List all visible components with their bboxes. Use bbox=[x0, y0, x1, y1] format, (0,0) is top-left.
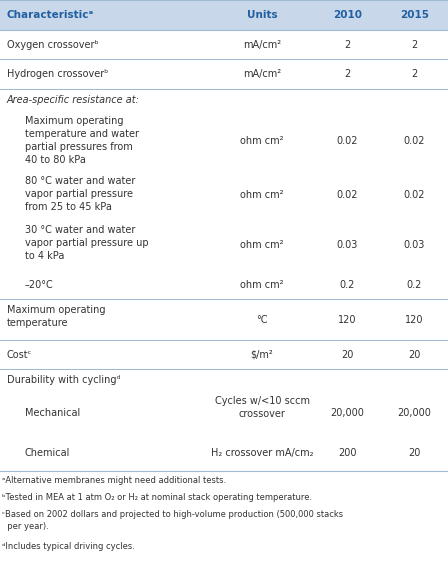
Text: 0.03: 0.03 bbox=[336, 240, 358, 250]
Text: 0.2: 0.2 bbox=[407, 280, 422, 290]
Text: Maximum operating
temperature and water
partial pressures from
40 to 80 kPa: Maximum operating temperature and water … bbox=[25, 116, 138, 165]
Text: 20: 20 bbox=[341, 349, 353, 360]
Text: ᵇTested in MEA at 1 atm O₂ or H₂ at nominal stack operating temperature.: ᵇTested in MEA at 1 atm O₂ or H₂ at nomi… bbox=[2, 493, 312, 502]
Text: Characteristicᵃ: Characteristicᵃ bbox=[7, 10, 94, 20]
Text: 120: 120 bbox=[405, 315, 424, 325]
Text: –20°C: –20°C bbox=[25, 280, 53, 290]
Text: ohm cm²: ohm cm² bbox=[240, 280, 284, 290]
Text: 200: 200 bbox=[338, 448, 357, 459]
Text: 120: 120 bbox=[338, 315, 357, 325]
Text: ohm cm²: ohm cm² bbox=[240, 190, 284, 200]
Text: Units: Units bbox=[247, 10, 277, 20]
Text: 2: 2 bbox=[344, 39, 350, 50]
Text: Area-specific resistance at:: Area-specific resistance at: bbox=[7, 95, 140, 105]
Text: ᵈIncludes typical driving cycles.: ᵈIncludes typical driving cycles. bbox=[2, 542, 135, 552]
Text: H₂ crossover mA/cm₂: H₂ crossover mA/cm₂ bbox=[211, 448, 313, 459]
Text: 2: 2 bbox=[344, 69, 350, 79]
Text: Cycles w/<10 sccm
crossover: Cycles w/<10 sccm crossover bbox=[215, 396, 310, 419]
Text: °C: °C bbox=[256, 315, 268, 325]
Text: ohm cm²: ohm cm² bbox=[240, 240, 284, 250]
Text: $/m²: $/m² bbox=[251, 349, 273, 360]
Text: 0.02: 0.02 bbox=[404, 136, 425, 146]
Text: 0.02: 0.02 bbox=[404, 190, 425, 200]
Text: Maximum operating
temperature: Maximum operating temperature bbox=[7, 305, 105, 328]
Text: 0.02: 0.02 bbox=[336, 190, 358, 200]
Text: 0.2: 0.2 bbox=[340, 280, 355, 290]
Text: 2015: 2015 bbox=[400, 10, 429, 20]
Text: 20: 20 bbox=[408, 448, 421, 459]
Text: Oxygen crossoverᵇ: Oxygen crossoverᵇ bbox=[7, 39, 99, 50]
Text: 0.03: 0.03 bbox=[404, 240, 425, 250]
Text: 20: 20 bbox=[408, 349, 421, 360]
Text: 2: 2 bbox=[411, 39, 418, 50]
Text: 20,000: 20,000 bbox=[397, 408, 431, 419]
Text: ohm cm²: ohm cm² bbox=[240, 136, 284, 146]
Text: Chemical: Chemical bbox=[25, 448, 70, 459]
Text: mA/cm²: mA/cm² bbox=[243, 69, 281, 79]
Text: Mechanical: Mechanical bbox=[25, 408, 80, 419]
Text: Durability with cyclingᵈ: Durability with cyclingᵈ bbox=[7, 375, 120, 385]
Text: 80 °C water and water
vapor partial pressure
from 25 to 45 kPa: 80 °C water and water vapor partial pres… bbox=[25, 176, 135, 212]
Text: Hydrogen crossoverᵇ: Hydrogen crossoverᵇ bbox=[7, 69, 108, 79]
Text: ᶜBased on 2002 dollars and projected to high-volume production (500,000 stacks
 : ᶜBased on 2002 dollars and projected to … bbox=[2, 510, 343, 530]
Text: 2: 2 bbox=[411, 69, 418, 79]
Text: ᵃAlternative membranes might need additional tests.: ᵃAlternative membranes might need additi… bbox=[2, 476, 226, 485]
Bar bbox=[0, 0, 448, 30]
Text: Costᶜ: Costᶜ bbox=[7, 349, 32, 360]
Text: 2010: 2010 bbox=[333, 10, 362, 20]
Text: 0.02: 0.02 bbox=[336, 136, 358, 146]
Text: 20,000: 20,000 bbox=[330, 408, 364, 419]
Text: 30 °C water and water
vapor partial pressure up
to 4 kPa: 30 °C water and water vapor partial pres… bbox=[25, 225, 148, 260]
Text: mA/cm²: mA/cm² bbox=[243, 39, 281, 50]
